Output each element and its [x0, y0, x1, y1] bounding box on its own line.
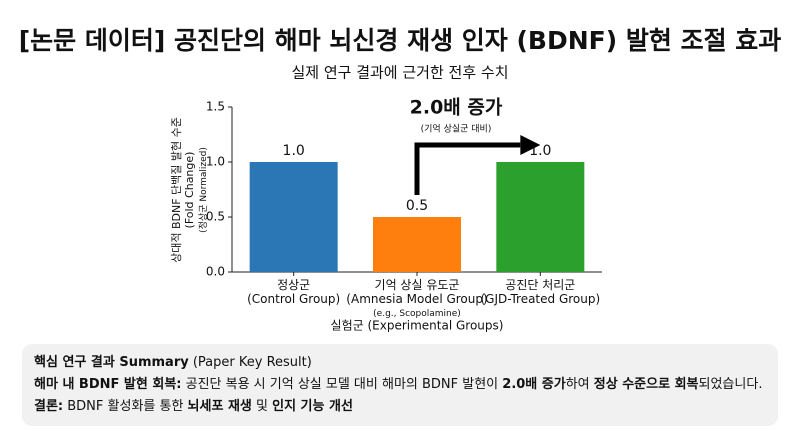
y-axis-label-line: 상대적 BDNF 단백질 발현 수준 — [170, 117, 183, 263]
summary-text: 2.0배 증가 — [502, 377, 566, 392]
value-label: 1.0 — [283, 143, 305, 159]
chart: [논문 데이터] 공진단의 해마 뇌신경 재생 인자 (BDNF) 발현 조절 … — [19, 26, 782, 333]
annotation-arrow — [414, 142, 521, 195]
x-tick-label-line: 기억 상실 유도군 — [375, 278, 460, 292]
annotation-subtext: (기억 상실군 대비) — [421, 123, 492, 135]
x-tick-label-line: 공진단 처리군 — [505, 278, 575, 292]
summary-text: 뇌세포 재생 — [187, 399, 252, 414]
x-tick-label: 정상군 (Control Group) — [247, 278, 340, 306]
x-tick-label-line: (Control Group) — [247, 292, 340, 306]
summary-text: 핵심 연구 결과 Summary — [34, 355, 189, 370]
y-tick-label: 0.5 — [206, 210, 225, 224]
x-tick-label-line: (e.g., Scopolamine) — [373, 309, 461, 319]
summary-text: 하여 — [565, 377, 594, 392]
annotation-text: 2.0배 증가 — [410, 97, 503, 119]
bar — [249, 162, 338, 272]
bar — [373, 217, 461, 272]
bar — [496, 162, 585, 272]
x-tick-label-line: (GJD-Treated Group) — [480, 292, 600, 306]
summary-line: 결론: BDNF 활성화를 통한 뇌세포 재생 및 인지 기능 개선 — [34, 396, 766, 418]
summary-text: BDNF 활성화를 통한 — [63, 399, 188, 414]
chart-title: [논문 데이터] 공진단의 해마 뇌신경 재생 인자 (BDNF) 발현 조절 … — [19, 26, 782, 55]
summary-line: 핵심 연구 결과 Summary (Paper Key Result) — [34, 352, 766, 374]
summary-text: 공진단 복용 시 기억 상실 모델 대비 해마의 BDNF 발현이 — [181, 377, 503, 392]
y-tick-label: 1.5 — [206, 100, 225, 114]
y-tick-label: 1.0 — [206, 155, 225, 169]
summary-line: 해마 내 BDNF 발현 회복: 공진단 복용 시 기억 상실 모델 대비 해마… — [34, 374, 766, 396]
x-tick-label: 공진단 처리군 (GJD-Treated Group) — [480, 278, 600, 306]
annotation-arrowhead — [520, 135, 541, 155]
y-tick-label: 0.0 — [206, 265, 225, 279]
x-tick-label-line: 정상군 — [277, 278, 310, 292]
summary-text: 되었습니다. — [698, 377, 763, 392]
summary-text: 인지 기능 개선 — [272, 399, 353, 414]
summary-text: 해마 내 BDNF 발현 회복: — [34, 377, 182, 392]
x-tick-label-line: (Amnesia Model Group) — [346, 292, 487, 306]
summary-text: 결론: — [34, 399, 64, 414]
chart-subtitle: 실제 연구 결과에 근거한 전후 수치 — [291, 64, 508, 82]
summary-text: 및 — [251, 399, 273, 414]
x-axis-label: 실험군 (Experimental Groups) — [331, 319, 504, 333]
value-label: 0.5 — [406, 198, 428, 214]
y-axis-label: 상대적 BDNF 단백질 발현 수준(Fold Change) (정상군 Norm… — [170, 117, 209, 263]
summary-box: 핵심 연구 결과 Summary (Paper Key Result) 해마 내 … — [22, 344, 778, 426]
y-axis-label-line: (정상군 Normalized) — [198, 147, 209, 233]
summary-text: (Paper Key Result) — [188, 355, 312, 370]
summary-text: 정상 수준으로 회복 — [593, 377, 699, 392]
y-axis-label-line: (Fold Change) — [183, 152, 196, 229]
x-tick-label: 기억 상실 유도군 (Amnesia Model Group) (e.g., Sco… — [346, 278, 487, 319]
